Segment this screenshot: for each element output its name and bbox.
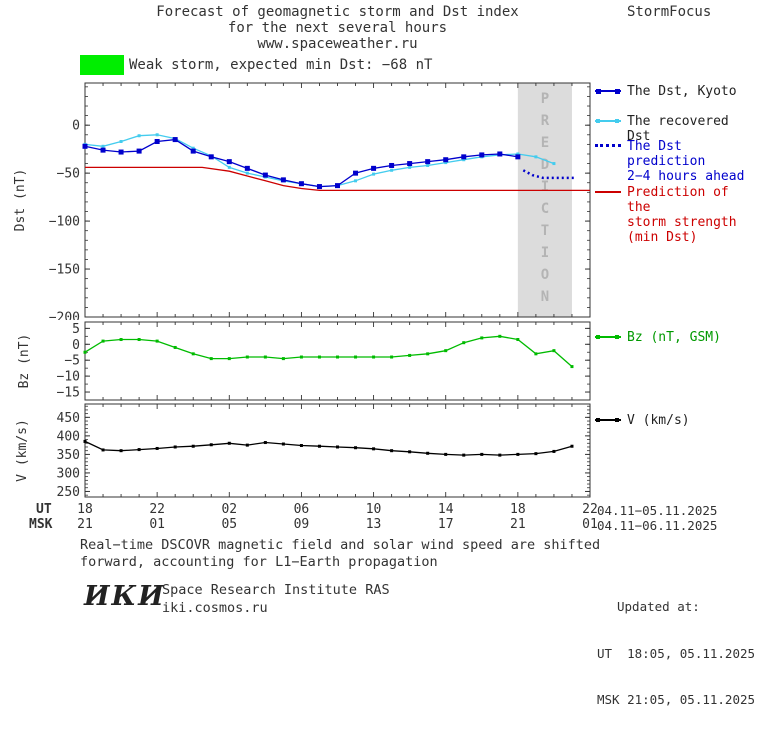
- svg-text:R: R: [541, 113, 550, 129]
- storm-status-text: Weak storm, expected min Dst: −68 nT: [129, 57, 433, 73]
- legend-marker-kyoto: [595, 88, 621, 94]
- svg-text:400: 400: [57, 429, 80, 444]
- svg-text:N: N: [541, 289, 549, 305]
- svg-text:D: D: [541, 157, 549, 173]
- title-website: www.spaceweather.ru: [257, 36, 418, 52]
- legend-marker-v: [595, 418, 621, 422]
- msk-tick-6: 21: [510, 517, 526, 532]
- svg-text:Bz (nT): Bz (nT): [17, 334, 32, 389]
- institute-block: Space Research Institute RAS iki.cosmos.…: [162, 581, 390, 617]
- svg-text:350: 350: [57, 448, 80, 463]
- svg-text:I: I: [541, 179, 549, 195]
- svg-text:0: 0: [72, 119, 80, 134]
- ut-tick-7: 22: [582, 502, 598, 517]
- msk-axis-row: MSK 04.11−06.11.2025 21 01 05 09 13 17 21 01: [0, 517, 760, 533]
- msk-date-range: 04.11−06.11.2025: [597, 518, 718, 533]
- svg-text:−100: −100: [49, 215, 80, 230]
- ut-axis-row: UT 04.11−05.11.2025 18 22 02 06 10 14 18 22: [0, 502, 760, 518]
- ut-tick-6: 18: [510, 502, 526, 517]
- brand-stormfocus: StormFocus: [627, 4, 712, 20]
- legend-strength: Prediction of the storm strength (min Dst): [595, 185, 760, 245]
- legend-marker-bz: [595, 335, 621, 339]
- svg-text:250: 250: [57, 485, 80, 499]
- svg-text:300: 300: [57, 466, 80, 481]
- ut-axis-label: UT: [36, 502, 52, 517]
- legend-prediction: The Dst prediction 2−4 hours ahead: [595, 139, 760, 184]
- legend-kyoto: The Dst, Kyoto: [595, 84, 737, 99]
- ut-date-range: 04.11−05.11.2025: [597, 503, 718, 518]
- stormfocus-forecast-page: Forecast of geomagnetic storm and Dst in…: [0, 0, 760, 707]
- svg-text:Dst (nT): Dst (nT): [13, 169, 28, 232]
- title-line-1: Forecast of geomagnetic storm and Dst in…: [156, 4, 519, 20]
- msk-tick-1: 01: [149, 517, 165, 532]
- svg-text:−150: −150: [49, 263, 80, 278]
- legend-label-recovered: The recovered Dst: [627, 114, 729, 144]
- legend-marker-prediction: [595, 144, 621, 147]
- msk-tick-5: 17: [437, 517, 454, 532]
- iki-logo: ИКИ: [84, 581, 166, 612]
- svg-text:−200: −200: [49, 311, 80, 321]
- legend-label-prediction: The Dst prediction 2−4 hours ahead: [627, 139, 745, 184]
- msk-tick-7: 01: [582, 517, 598, 532]
- legend-bz: Bz (nT, GSM): [595, 330, 721, 345]
- legend-marker-recovered: [595, 119, 621, 123]
- svg-text:V (km/s): V (km/s): [15, 419, 30, 482]
- storm-level-swatch: [80, 55, 124, 75]
- svg-text:C: C: [541, 201, 549, 217]
- msk-tick-4: 13: [365, 517, 382, 532]
- updated-label: Updated at:: [617, 599, 700, 614]
- ut-tick-4: 10: [365, 502, 382, 517]
- svg-text:5: 5: [72, 322, 80, 337]
- legend-label-bz: Bz (nT, GSM): [627, 330, 721, 345]
- note-line-2: forward, accounting for L1−Earth propaga…: [80, 554, 438, 570]
- legend-recovered: The recovered Dst: [595, 114, 760, 144]
- svg-text:−50: −50: [57, 167, 80, 182]
- v-chart: 450 400 350 300 250 V (km/s): [15, 403, 591, 499]
- bz-chart: 50−5−10−15 Bz (nT): [17, 321, 591, 401]
- ut-tick-2: 02: [221, 502, 238, 517]
- msk-tick-0: 21: [77, 517, 93, 532]
- storm-status: Weak storm, expected min Dst: −68 nT: [80, 55, 432, 75]
- svg-text:450: 450: [57, 411, 80, 426]
- chart-legend: The Dst, Kyoto The recovered Dst The Dst p…: [595, 0, 760, 520]
- legend-label-v: V (km/s): [627, 413, 690, 428]
- institute-name: Space Research Institute RAS: [162, 582, 390, 598]
- updated-ut: UT 18:05, 05.11.2025: [597, 645, 756, 661]
- svg-text:0: 0: [72, 338, 80, 353]
- ut-tick-5: 14: [437, 502, 454, 517]
- msk-tick-3: 09: [293, 517, 310, 532]
- msk-tick-2: 05: [221, 517, 238, 532]
- propagation-note: Real−time DSCOVR magnetic field and sola…: [80, 537, 600, 571]
- legend-marker-strength: [595, 191, 621, 193]
- svg-text:−15: −15: [57, 386, 80, 401]
- svg-text:E: E: [541, 135, 549, 151]
- ut-tick-3: 06: [293, 502, 310, 517]
- ut-tick-0: 18: [77, 502, 93, 517]
- ut-tick-1: 22: [149, 502, 165, 517]
- page-title: Forecast of geomagnetic storm and Dst in…: [85, 4, 590, 52]
- legend-label-kyoto: The Dst, Kyoto: [627, 84, 737, 99]
- legend-label-strength: Prediction of the storm strength (min Dst): [627, 185, 737, 245]
- svg-text:T: T: [541, 223, 549, 239]
- svg-text:−10: −10: [57, 370, 80, 385]
- legend-v: V (km/s): [595, 413, 690, 428]
- svg-text:O: O: [541, 267, 549, 283]
- updated-block: Updated at: UT 18:05, 05.11.2025 MSK 21:…: [597, 568, 755, 739]
- institute-site: iki.cosmos.ru: [162, 600, 268, 616]
- title-line-2: for the next several hours: [227, 20, 448, 36]
- svg-text:I: I: [541, 245, 549, 261]
- svg-text:−5: −5: [64, 354, 80, 369]
- note-line-1: Real−time DSCOVR magnetic field and sola…: [80, 537, 601, 553]
- updated-msk: MSK 21:05, 05.11.2025: [597, 692, 756, 707]
- msk-axis-label: MSK: [29, 517, 53, 532]
- svg-text:P: P: [541, 91, 549, 107]
